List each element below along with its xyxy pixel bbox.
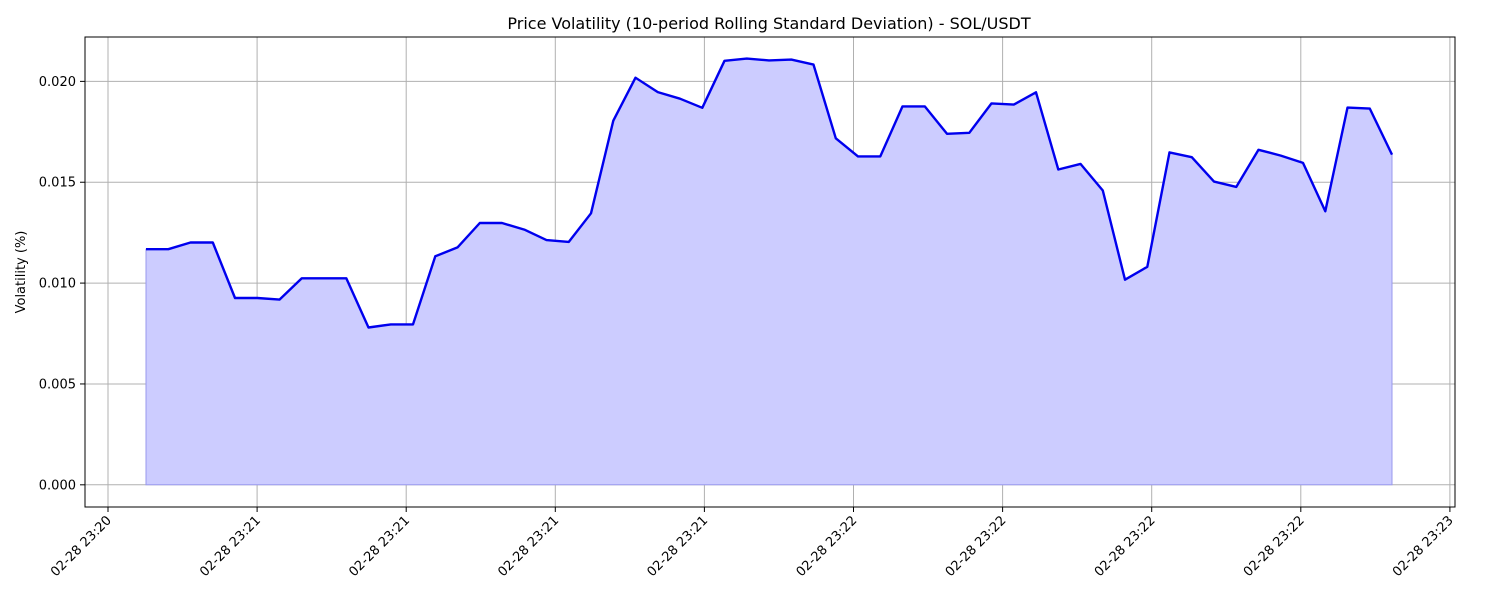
x-tick-label: 02-28 23:21 xyxy=(197,513,264,580)
y-tick-label: 0.000 xyxy=(39,478,76,493)
x-tick-label: 02-28 23:23 xyxy=(1390,513,1457,580)
x-tick-label: 02-28 23:21 xyxy=(346,513,413,580)
axes-frame xyxy=(84,36,1456,508)
volatility-line xyxy=(146,57,1394,329)
y-tick-label: 0.010 xyxy=(39,277,76,292)
chart-title: Price Volatility (10-period Rolling Stan… xyxy=(507,14,1030,33)
y-tick-label: 0.020 xyxy=(39,75,76,90)
x-tick-label: 02-28 23:22 xyxy=(794,513,861,580)
y-ticks: 0.000 0.005 0.010 0.015 0.020 xyxy=(39,75,85,493)
x-tick-label: 02-28 23:22 xyxy=(1241,513,1308,580)
x-ticks: 02-28 23:20 02-28 23:21 02-28 23:21 02-28 2… xyxy=(48,507,1457,580)
x-tick-label: 02-28 23:22 xyxy=(1092,513,1159,580)
x-tick-label: 02-28 23:21 xyxy=(495,513,562,580)
y-axis-label: Volatility (%) xyxy=(14,231,29,314)
x-tick-label: 02-28 23:21 xyxy=(644,513,711,580)
plot-area xyxy=(145,57,1394,486)
y-tick-label: 0.005 xyxy=(39,377,76,392)
y-tick-label: 0.015 xyxy=(39,176,76,191)
x-tick-label: 02-28 23:20 xyxy=(48,513,115,580)
x-tick-label: 02-28 23:22 xyxy=(943,513,1010,580)
volatility-area xyxy=(145,58,1393,486)
